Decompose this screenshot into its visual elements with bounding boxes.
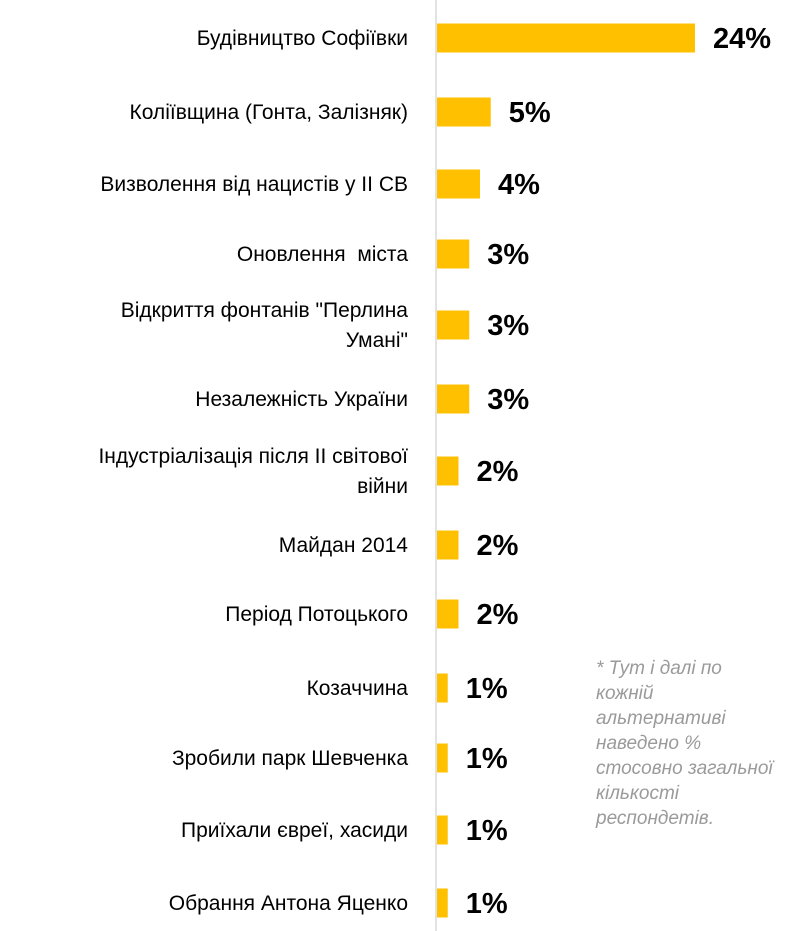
value-label-7: 2%	[477, 530, 519, 562]
value-label-0: 24%	[713, 23, 771, 55]
bar-2	[437, 169, 480, 199]
category-label-1: Коліївщина (Гонта, Залізняк)	[129, 101, 408, 124]
bars-group	[437, 23, 695, 918]
value-label-5: 3%	[487, 384, 529, 416]
value-label-6: 2%	[477, 456, 519, 488]
category-label-12: Обрання Антона Яценко	[169, 892, 408, 915]
bar-6	[437, 456, 459, 486]
category-labels-group: Будівництво Софіївки Коліївщина (Гонта, З…	[98, 27, 408, 915]
value-label-2: 4%	[498, 169, 540, 201]
bar-11	[437, 815, 448, 845]
category-label-3: Оновлення міста	[237, 243, 408, 266]
category-label-6: Індустріалізація після ІІ світової війни	[98, 445, 408, 498]
bar-7	[437, 530, 459, 560]
category-label-7: Майдан 2014	[279, 534, 409, 557]
category-label-0: Будівництво Софіївки	[197, 27, 408, 50]
category-label-11: Приїхали євреї, хасиди	[181, 819, 408, 842]
value-label-9: 1%	[466, 673, 508, 705]
bar-3	[437, 239, 470, 269]
value-label-12: 1%	[466, 888, 508, 920]
bar-8	[437, 599, 459, 629]
bar-10	[437, 743, 448, 773]
value-label-8: 2%	[477, 599, 519, 631]
value-label-4: 3%	[487, 310, 529, 342]
category-label-4: Відкриття фонтанів "Перлина Умані"	[121, 299, 409, 352]
bar-0	[437, 23, 695, 53]
footnote: * Тут і далі по кожній альтернативі наве…	[596, 658, 773, 829]
bar-5	[437, 384, 470, 414]
bar-12	[437, 888, 448, 918]
value-label-1: 5%	[509, 97, 551, 129]
bar-1	[437, 97, 491, 127]
category-label-9: Козаччина	[307, 677, 409, 700]
category-label-5: Незалежність України	[195, 388, 408, 411]
bar-4	[437, 310, 470, 340]
value-label-3: 3%	[487, 239, 529, 271]
value-label-11: 1%	[466, 815, 508, 847]
category-label-8: Період Потоцького	[225, 603, 408, 626]
value-labels-group: 24% 5% 4% 3% 3% 3% 2% 2% 2% 1% 1% 1% 1%	[466, 23, 772, 920]
category-label-2: Визволення від нацистів у ІІ СВ	[100, 173, 408, 196]
category-label-10: Зробили парк Шевченка	[172, 747, 408, 770]
value-label-10: 1%	[466, 743, 508, 775]
bar-9	[437, 673, 448, 703]
